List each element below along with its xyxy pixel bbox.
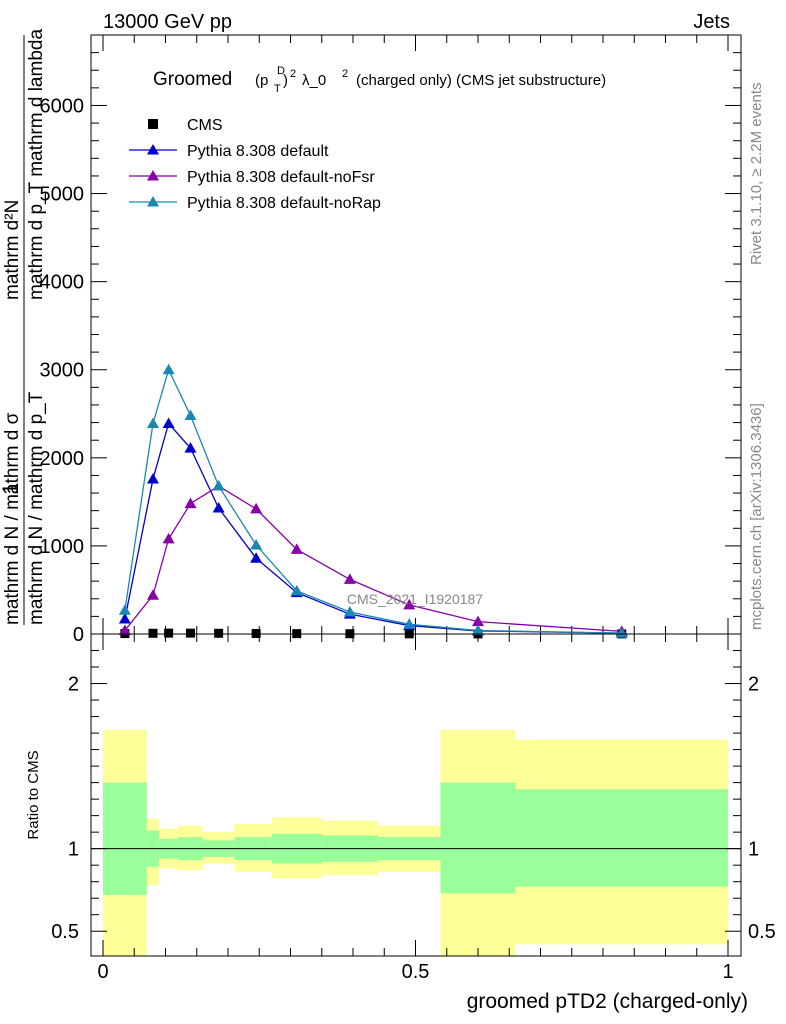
ratio-ytick-label: 1 — [68, 839, 79, 861]
rivet-label: Rivet 3.1.10, ≥ 2.2M events — [748, 83, 765, 266]
mc-point — [162, 363, 175, 375]
mc-point — [212, 480, 225, 491]
legend-marker — [147, 196, 159, 207]
main-ylabel: mathrm d N / mathrm d σ mathrm d N / mat… — [0, 29, 47, 625]
ratio-band-green — [440, 782, 516, 894]
mc-point — [472, 615, 484, 627]
series-line — [124, 485, 622, 633]
mc-point — [403, 618, 416, 629]
ratio-ytick-label-right: 1 — [748, 839, 759, 861]
main-panel: 0 1000 2000 3000 4000 5000 6000 — [40, 34, 742, 646]
ylabel-numerator: mathrm d²N — [2, 200, 23, 300]
mc-point — [147, 589, 159, 600]
cms-point — [214, 628, 224, 638]
mc-point — [184, 497, 197, 509]
xtick-label: 0 — [97, 961, 108, 983]
title-close: ) — [283, 72, 288, 89]
title-lam-sup: 2 — [342, 68, 348, 80]
cms-point — [148, 628, 158, 638]
ratio-fill — [91, 729, 741, 956]
mc-point — [162, 532, 175, 544]
title-sup-2: 2 — [290, 68, 296, 80]
ratio-ytick-label: 2 — [68, 674, 79, 696]
mc-point — [472, 624, 484, 635]
mc-point — [250, 552, 263, 563]
mc-point — [250, 502, 263, 514]
mc-point — [290, 584, 303, 596]
legend-label: Pythia 8.308 default — [187, 143, 329, 160]
ratio-ytick-label-right: 0.5 — [748, 921, 776, 943]
legend: CMS Pythia 8.308 default Pythia 8.308 defa… — [129, 117, 381, 212]
cms-point — [186, 628, 195, 638]
watermark: CMS_2021_I1920187 — [347, 591, 483, 607]
legend-label: CMS — [187, 117, 223, 134]
main-ytick-label: 5000 — [40, 184, 85, 206]
title-lambda: λ_0 — [302, 72, 326, 89]
header-left: 13000 GeV pp — [103, 11, 232, 33]
mc-point — [147, 417, 159, 428]
ratio-band-green — [103, 782, 147, 895]
ylabel-numerator-2: mathrm d p_T mathrm d lambda — [26, 29, 47, 300]
main-series — [118, 363, 628, 639]
mc-point — [343, 573, 356, 584]
mc-point — [290, 543, 303, 554]
legend-marker — [147, 170, 159, 181]
xtick-label: 1 — [722, 961, 733, 983]
mc-point — [118, 613, 131, 624]
ratio-axes: 0.5 0.5 1 1 2 2 — [51, 650, 776, 943]
ratio-ytick-label: 0.5 — [51, 921, 79, 943]
main-ytick-label: 6000 — [40, 95, 85, 117]
legend-marker — [148, 119, 158, 129]
cms-point — [164, 628, 174, 638]
title-p: (p — [255, 72, 268, 89]
main-ytick-label: 0 — [73, 624, 84, 646]
header-right: Jets — [693, 11, 730, 33]
legend-marker — [147, 144, 159, 155]
ratio-ylabel: Ratio to CMS — [25, 750, 42, 839]
mcplots-label: mcplots.cern.ch [arXiv:1306.3436] — [748, 403, 765, 630]
main-ytick-label: 2000 — [40, 448, 85, 470]
title-sub-t: T — [274, 83, 281, 95]
title-prefix: Groomed — [153, 69, 232, 90]
main-ytick-label: 3000 — [40, 360, 85, 382]
xtick-label: 0.5 — [402, 961, 430, 983]
ratio-ytick-label-right: 2 — [748, 674, 759, 696]
mc-point — [118, 624, 131, 635]
mc-point — [184, 409, 197, 421]
title-sup-d: D — [277, 65, 285, 77]
mc-point — [162, 417, 175, 428]
title-suffix: (charged only) (CMS jet substructure) — [356, 72, 606, 89]
mc-point — [212, 502, 225, 513]
mc-point — [250, 539, 263, 550]
ylabel-denominator: mathrm d N / mathrm d σ — [2, 412, 23, 625]
mc-point — [343, 605, 356, 617]
main-ytick-label: 4000 — [40, 272, 85, 294]
mc-point — [403, 598, 416, 610]
cms-point — [251, 628, 261, 638]
ratio-panel: 0.5 0.5 1 1 2 2 — [51, 633, 776, 957]
mc-point — [147, 472, 159, 484]
plot-title: Groomed (p D T ) 2 λ_0 2 (charged only) … — [153, 65, 606, 95]
mc-point — [118, 604, 131, 615]
x-axis-label: groomed pTD2 (charged-only) — [467, 990, 748, 1013]
x-axis: 0 0.5 1 — [97, 634, 734, 983]
ratio-band-green — [515, 789, 728, 887]
main-ytick-label: 1000 — [40, 536, 85, 558]
ylabel-denominator-2: mathrm d N / mathrm d p_T — [26, 391, 47, 625]
legend-label: Pythia 8.308 default-noRap — [187, 195, 381, 212]
ylabel-one: 1 — [0, 483, 23, 495]
legend-label: Pythia 8.308 default-noFsr — [187, 169, 375, 186]
mc-point — [184, 442, 197, 453]
mc-point — [615, 627, 628, 638]
main-axes: 0 1000 2000 3000 4000 5000 6000 — [40, 35, 741, 646]
